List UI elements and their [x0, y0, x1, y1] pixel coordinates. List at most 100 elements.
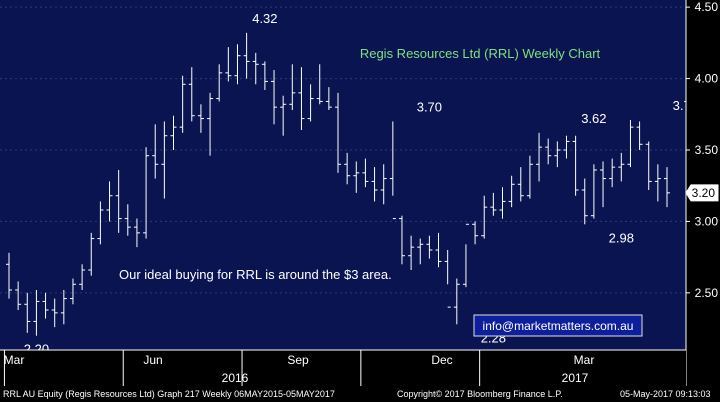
ohlc-bar — [88, 232, 95, 276]
ohlc-bar — [453, 278, 460, 325]
ohlc-bar — [97, 201, 104, 245]
y-tick-label: 3.50 — [695, 143, 719, 157]
ohlc-bar — [188, 67, 195, 122]
ohlc-bar — [371, 167, 378, 202]
point-label: 3.62 — [581, 111, 606, 126]
ohlc-bars — [6, 32, 670, 336]
footer-right: 05-May-2017 09:13:03 — [620, 389, 711, 399]
last-price-tag — [685, 184, 719, 202]
ohlc-bar — [481, 195, 488, 239]
ohlc-bar — [508, 175, 515, 208]
footer-bar: RRL AU Equity (Regis Resources Ltd) Grap… — [0, 386, 720, 402]
ohlc-bar — [526, 155, 533, 199]
x-month-label: Mar — [574, 353, 595, 367]
ohlc-bar — [353, 161, 360, 193]
ohlc-bar — [261, 61, 268, 90]
ohlc-bar — [618, 152, 625, 182]
footer-left: RRL AU Equity (Regis Resources Ltd) Grap… — [3, 389, 335, 399]
ohlc-bar — [234, 44, 241, 85]
ohlc-bar — [545, 138, 552, 165]
ohlc-bar — [42, 292, 49, 319]
y-tick-label: 3.00 — [695, 214, 719, 228]
ohlc-bar — [133, 218, 140, 248]
ohlc-bar — [572, 135, 579, 196]
x-month-label: Dec — [431, 353, 452, 367]
ohlc-bar — [444, 250, 451, 308]
axes: 4.50 4.00 3.50 3.00 2.50 3.20 Mar Jun Sep Dec Mar 2… — [0, 0, 720, 386]
y-tick-label: 4.50 — [695, 0, 719, 14]
ohlc-bar — [517, 167, 524, 202]
plot-area — [0, 0, 686, 350]
ohlc-bar — [289, 64, 296, 110]
x-year-label: 2016 — [222, 371, 249, 385]
ohlc-bar — [609, 158, 616, 188]
ohlc-bar — [179, 75, 186, 133]
point-label: 2.98 — [609, 230, 634, 245]
ohlc-bar — [170, 115, 177, 150]
ohlc-bar — [590, 164, 597, 219]
ohlc-bar — [426, 235, 433, 259]
ohlc-bar — [408, 235, 415, 270]
ohlc-bar — [216, 64, 223, 102]
footer-center: Copyright© 2017 Bloomberg Finance L.P. — [397, 389, 563, 399]
ohlc-bar — [335, 92, 341, 173]
contact-box: info@marketmatters.com.au — [473, 314, 643, 337]
ohlc-bar — [24, 292, 31, 333]
ohlc-bar — [472, 221, 479, 245]
x-year-label: 2017 — [562, 371, 589, 385]
y-tick-label: 2.50 — [695, 286, 719, 300]
ohlc-bar — [325, 87, 332, 110]
x-month-label: Sep — [287, 353, 309, 367]
y-tick-label: 4.00 — [695, 72, 719, 86]
ohlc-bar — [536, 132, 543, 182]
ohlc-bar — [152, 124, 159, 179]
ohlc-bar — [207, 92, 214, 156]
ohlc-bar — [69, 278, 76, 305]
ohlc-bar — [307, 84, 314, 122]
point-label: 3.70 — [417, 99, 442, 114]
ohlc-bar — [380, 164, 387, 205]
ohlc-bar — [51, 298, 58, 328]
ohlc-bar — [563, 135, 570, 159]
contact-email: info@marketmatters.com.au — [483, 319, 634, 333]
ohlc-bar — [197, 104, 204, 133]
ohlc-bar — [6, 252, 12, 299]
ohlc-bar — [60, 290, 67, 325]
ohlc-bar — [627, 120, 634, 168]
ohlc-bar — [654, 164, 661, 202]
x-axis-panel — [0, 350, 686, 386]
x-month-label: Mar — [4, 353, 25, 367]
ohlc-bar — [243, 32, 250, 79]
ohlc-bar — [161, 121, 168, 199]
ohlc-bar — [106, 181, 113, 222]
chart-annotation: Our ideal buying for RRL is around the $… — [119, 267, 392, 282]
x-month-label: Jun — [143, 353, 162, 367]
ohlc-bar — [115, 170, 122, 233]
ohlc-bar — [581, 178, 588, 225]
point-label: 4.32 — [252, 11, 277, 26]
ohlc-bar — [490, 192, 497, 216]
ohlc-bar — [124, 204, 131, 236]
ohlc-bar — [344, 152, 351, 185]
ohlc-bar — [252, 52, 259, 85]
ohlc-bar — [362, 158, 369, 188]
ohlc-bar — [280, 95, 287, 136]
ohlc-bar — [664, 167, 670, 208]
ohlc-bar — [645, 141, 652, 190]
ohlc-bar — [79, 264, 86, 290]
chart-title: Regis Resources Ltd (RRL) Weekly Chart — [360, 46, 601, 61]
ohlc-bar — [33, 290, 40, 336]
ohlc-bar — [417, 238, 424, 265]
ohlc-bar — [225, 47, 232, 82]
ohlc-bar — [143, 147, 150, 239]
ohlc-bar — [600, 161, 607, 208]
grid-lines — [0, 6, 686, 294]
ohlc-bar — [15, 281, 22, 310]
ohlc-bar — [435, 232, 442, 268]
ohlc-bar — [499, 187, 506, 219]
ohlc-bar — [398, 215, 405, 265]
ohlc-bar — [636, 121, 643, 150]
ohlc-bar — [316, 64, 323, 105]
ohlc-bar — [554, 141, 561, 168]
